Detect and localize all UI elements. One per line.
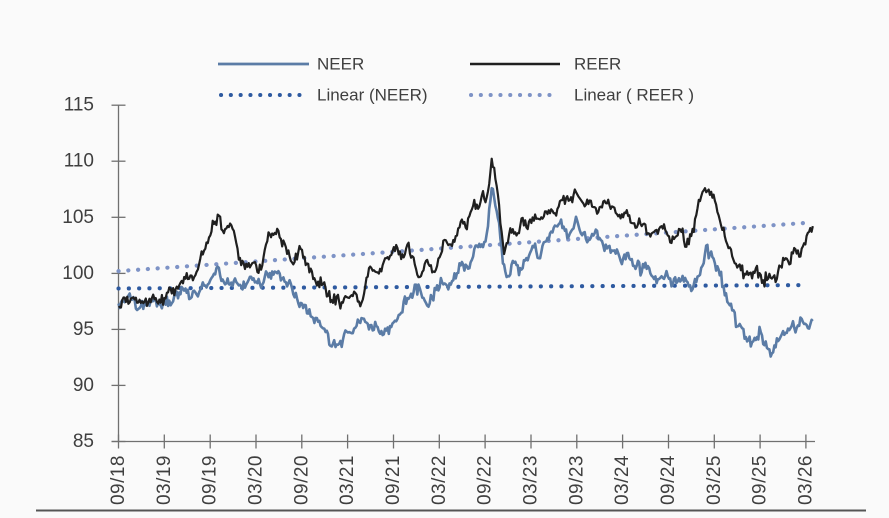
- svg-text:03/26: 03/26: [795, 455, 816, 505]
- svg-text:90: 90: [73, 375, 94, 396]
- svg-text:03/19: 03/19: [154, 455, 175, 505]
- svg-text:09/25: 09/25: [750, 455, 771, 505]
- svg-text:09/19: 09/19: [200, 455, 221, 505]
- svg-text:Linear (NEER): Linear (NEER): [317, 86, 428, 105]
- svg-text:03/24: 03/24: [612, 455, 633, 505]
- svg-text:09/23: 09/23: [566, 455, 587, 505]
- svg-text:09/22: 09/22: [475, 455, 496, 505]
- svg-text:95: 95: [73, 319, 94, 340]
- svg-text:100: 100: [62, 263, 94, 284]
- svg-text:110: 110: [64, 151, 94, 172]
- svg-text:REER: REER: [574, 55, 621, 74]
- svg-text:NEER: NEER: [317, 55, 364, 74]
- svg-text:03/23: 03/23: [521, 455, 542, 505]
- svg-text:Linear ( REER ): Linear ( REER ): [574, 86, 694, 105]
- svg-text:09/21: 09/21: [383, 455, 404, 505]
- svg-text:115: 115: [64, 95, 94, 116]
- svg-text:85: 85: [73, 431, 94, 452]
- svg-text:09/20: 09/20: [291, 455, 312, 505]
- svg-text:09/24: 09/24: [658, 455, 679, 505]
- svg-text:03/22: 03/22: [429, 455, 450, 505]
- svg-text:09/18: 09/18: [108, 455, 129, 505]
- svg-text:03/25: 03/25: [704, 455, 725, 505]
- svg-text:105: 105: [62, 207, 94, 228]
- svg-text:03/21: 03/21: [337, 455, 358, 505]
- svg-text:03/20: 03/20: [246, 455, 267, 505]
